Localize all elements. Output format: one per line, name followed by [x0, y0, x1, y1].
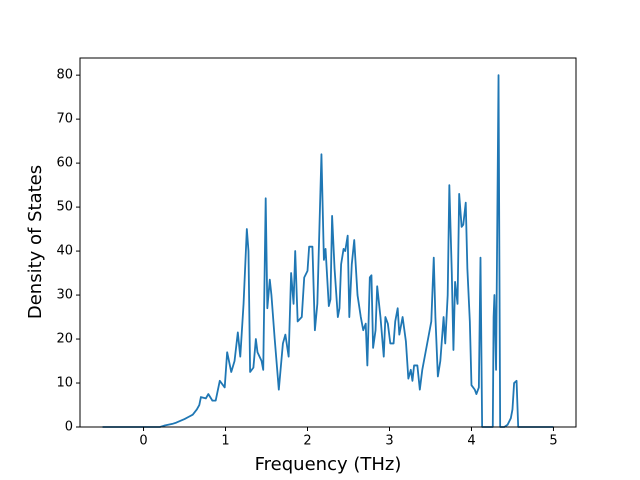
- y-axis-label: Density of States: [25, 165, 46, 319]
- x-tick-label: 5: [549, 434, 557, 449]
- y-tick-label: 30: [56, 288, 73, 303]
- y-tick-label: 40: [56, 244, 73, 259]
- y-tick-label: 20: [56, 332, 73, 347]
- y-tick-label: 80: [56, 68, 73, 83]
- x-axis-label: Frequency (THz): [255, 454, 402, 475]
- y-tick-label: 0: [65, 420, 73, 435]
- x-tick-label: 3: [385, 434, 393, 449]
- y-tick-label: 70: [56, 112, 73, 127]
- y-tick-label: 60: [56, 156, 73, 171]
- dos-line: [102, 74, 554, 428]
- x-tick-label: 2: [303, 434, 311, 449]
- plot-frame: [79, 57, 577, 428]
- x-tick-label: 1: [221, 434, 229, 449]
- x-tick-label: 4: [467, 434, 475, 449]
- y-tick-label: 50: [56, 200, 73, 215]
- y-tick-label: 10: [56, 376, 73, 391]
- x-tick-label: 0: [139, 434, 147, 449]
